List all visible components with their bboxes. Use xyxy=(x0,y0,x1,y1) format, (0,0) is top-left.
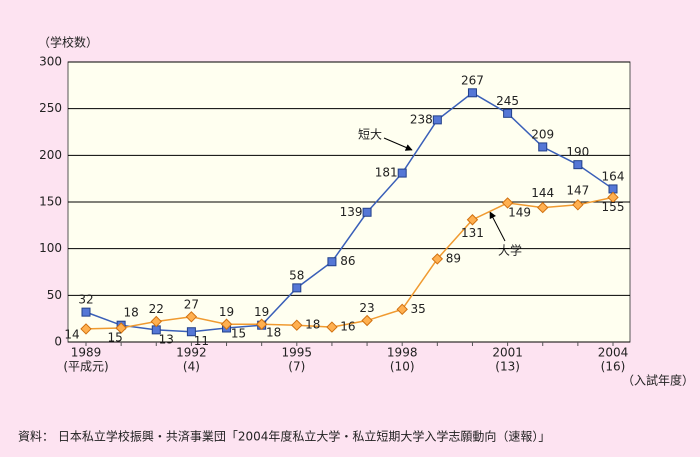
data-label: 13 xyxy=(159,332,174,346)
annotation-arrow xyxy=(383,137,413,151)
data-label: 22 xyxy=(149,302,164,316)
y-tick-label: 150 xyxy=(39,195,62,209)
data-point xyxy=(432,115,442,125)
data-point xyxy=(396,303,408,316)
data-label: 58 xyxy=(289,268,304,282)
y-tick-label: 250 xyxy=(39,101,62,115)
data-label: 86 xyxy=(340,254,355,268)
source-note: 資料： 日本私立学校振興・共済事業団「2004年度私立大学・私立短期大学入学志願… xyxy=(18,429,550,444)
annotation-arrow xyxy=(489,211,506,242)
data-point xyxy=(327,257,337,267)
data-label: 18 xyxy=(123,306,138,320)
data-label: 144 xyxy=(531,186,554,200)
data-point xyxy=(573,160,583,170)
data-point xyxy=(115,322,127,334)
data-point xyxy=(466,214,479,226)
x-tick-sublabel: (13) xyxy=(495,360,520,374)
x-tick-label: 1995 xyxy=(282,346,313,360)
data-label: 18 xyxy=(266,326,281,340)
data-label: 149 xyxy=(508,205,531,219)
data-label: 181 xyxy=(375,166,398,180)
data-point xyxy=(291,319,303,331)
y-tick-label: 200 xyxy=(39,148,62,162)
data-label: 23 xyxy=(359,301,374,315)
x-tick-sublabel: (16) xyxy=(601,360,626,374)
x-tick-label: 1992 xyxy=(176,346,207,360)
data-label: 238 xyxy=(410,112,433,126)
data-point xyxy=(607,191,619,204)
data-point xyxy=(326,321,338,333)
data-point xyxy=(362,207,372,217)
y-tick-label: 50 xyxy=(47,288,62,302)
data-label: 35 xyxy=(411,302,426,316)
data-point xyxy=(255,318,268,330)
data-label: 15 xyxy=(107,331,122,345)
data-label: 14 xyxy=(64,327,79,341)
data-label: 245 xyxy=(496,94,519,108)
data-label: 147 xyxy=(566,183,589,197)
data-label: 139 xyxy=(340,205,363,219)
data-label: 155 xyxy=(602,200,625,214)
data-point xyxy=(537,201,549,214)
x-tick-label: 2001 xyxy=(492,346,523,360)
data-label: 131 xyxy=(461,226,484,240)
data-point xyxy=(292,283,302,293)
data-point xyxy=(538,142,548,152)
data-label: 27 xyxy=(184,297,199,311)
data-label: 190 xyxy=(566,145,589,159)
series-line xyxy=(85,91,614,333)
data-label: 18 xyxy=(305,318,320,332)
data-label: 267 xyxy=(461,73,484,87)
data-point xyxy=(431,253,444,265)
x-tick-label: 1989 xyxy=(71,346,102,360)
data-point xyxy=(80,323,92,335)
x-tick-sublabel: (平成元) xyxy=(63,360,108,374)
y-tick-label: 300 xyxy=(39,55,62,69)
x-tick-sublabel: (4) xyxy=(183,360,200,374)
data-point xyxy=(572,199,584,211)
series-line xyxy=(85,196,614,330)
data-label: 19 xyxy=(254,305,269,319)
data-point xyxy=(186,327,196,337)
data-point xyxy=(361,314,373,327)
data-point xyxy=(501,197,514,209)
x-tick-label: 1998 xyxy=(387,346,418,360)
series-label: 短大 xyxy=(358,128,382,142)
data-point xyxy=(467,88,477,98)
data-point xyxy=(503,108,513,118)
data-label: 32 xyxy=(78,293,93,307)
x-axis-title: （入試年度） xyxy=(622,373,694,388)
data-label: 209 xyxy=(531,127,554,141)
data-point xyxy=(220,318,233,330)
series-label: 大学 xyxy=(498,243,522,258)
data-label: 16 xyxy=(340,320,355,334)
x-tick-sublabel: (7) xyxy=(288,360,305,374)
data-label: 11 xyxy=(194,334,209,348)
data-point xyxy=(150,315,162,328)
x-tick-sublabel: (10) xyxy=(390,360,415,374)
data-label: 19 xyxy=(219,305,234,319)
y-axis-title: （学校数） xyxy=(38,35,98,50)
data-point xyxy=(397,168,407,178)
x-tick-label: 2004 xyxy=(598,346,629,360)
y-tick-label: 100 xyxy=(39,241,62,255)
y-tick-label: 0 xyxy=(54,335,62,349)
data-label: 89 xyxy=(446,251,461,265)
data-label: 15 xyxy=(231,327,246,341)
data-point xyxy=(185,311,198,323)
data-label: 164 xyxy=(602,169,625,183)
data-point xyxy=(81,307,91,317)
